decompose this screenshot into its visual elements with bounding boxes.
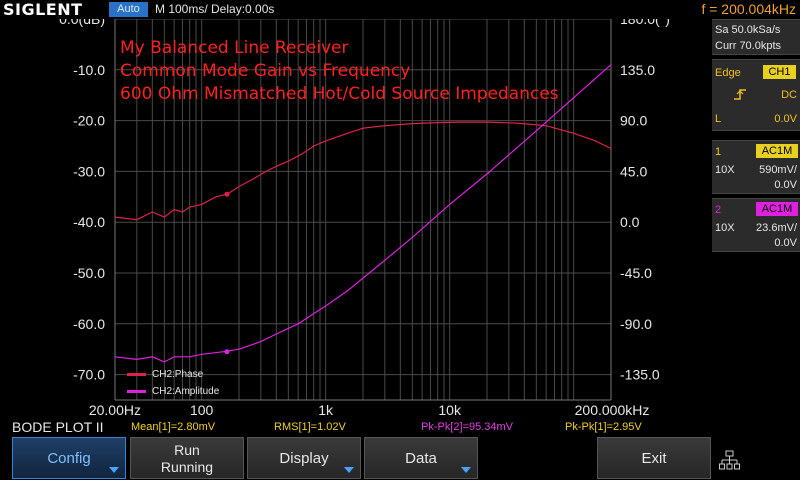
trigger-mode-badge[interactable]: Auto xyxy=(109,2,148,17)
ch1-scale: 590mV/ xyxy=(759,164,797,176)
measurement-status-row: BODE PLOT II Mean[1]=2.80mV RMS[1]=1.02V… xyxy=(0,419,800,436)
x-tick-label: 1k xyxy=(318,402,334,418)
plot-legend: CH2:Phase CH2:Amplitude xyxy=(127,369,220,397)
chevron-down-icon xyxy=(461,467,471,473)
config-label: Config xyxy=(47,450,91,467)
series-line xyxy=(114,121,612,221)
ch2-offset: 0.0V xyxy=(774,237,797,249)
legend-label: CH2:Phase xyxy=(152,369,204,380)
data-label: Data xyxy=(405,450,437,467)
ch1-coupling-badge: AC1M xyxy=(756,144,798,158)
exit-softkey[interactable]: Exit xyxy=(597,437,711,479)
plot-grid xyxy=(114,19,612,401)
legend-swatch xyxy=(127,373,146,376)
config-softkey[interactable]: Config xyxy=(12,437,126,479)
x-tick-label: 10k xyxy=(438,402,462,418)
top-bar: SIGLENT Auto M 100ms/ Delay:0.00s f = 20… xyxy=(0,0,800,19)
mean-measurement: Mean[1]=2.80mV xyxy=(131,421,216,433)
rms-measurement: RMS[1]=1.02V xyxy=(274,421,346,433)
timebase-readout: M 100ms/ Delay:0.00s xyxy=(155,2,275,16)
network-icon xyxy=(719,450,740,470)
left-tick-label: -60.0 xyxy=(73,316,105,332)
data-softkey[interactable]: Data xyxy=(364,437,478,479)
ch2-coupling-badge: AC1M xyxy=(756,202,798,216)
ch2-scale: 23.6mV/ xyxy=(756,222,797,234)
right-tick-label: -135.0 xyxy=(620,367,660,383)
frequency-readout: f = 200.004kHz xyxy=(701,1,796,17)
trigger-box[interactable]: Edge CH1 DC L 0.0V xyxy=(712,59,800,131)
display-label: Display xyxy=(279,450,329,467)
bode-plot: 0.0(dB) -10.0 -20.0 -30.0 -40.0 -50.0 -60.0 -70… xyxy=(59,19,670,418)
run-softkey[interactable]: Run Running xyxy=(130,437,244,479)
plot-title: My Balanced Line Receiver Common Mode Gai… xyxy=(120,38,559,104)
left-tick-label: -10.0 xyxy=(73,62,105,78)
pkpk-ch1-measurement: Pk-Pk[1]=2.95V xyxy=(565,421,642,433)
tick-labels: 0.0(dB) -10.0 -20.0 -30.0 -40.0 -50.0 -60.0 -70… xyxy=(59,19,670,418)
right-tick-label: -90.0 xyxy=(620,316,652,332)
channel-1-box[interactable]: 1 AC1M 10X 590mV/ 0.0V xyxy=(712,140,800,194)
left-tick-label: -30.0 xyxy=(73,163,105,179)
ch1-number: 1 xyxy=(715,146,722,158)
ch1-offset: 0.0V xyxy=(774,179,797,191)
right-tick-label: 0.0 xyxy=(620,214,640,230)
ch1-probe: 10X xyxy=(715,164,735,176)
trigger-type: Edge xyxy=(715,67,741,79)
right-tick-label: 90.0 xyxy=(620,113,647,129)
display-softkey[interactable]: Display xyxy=(247,437,361,479)
title-line: My Balanced Line Receiver xyxy=(120,38,349,58)
left-tick-label: -40.0 xyxy=(73,214,105,230)
amplitude-marker xyxy=(224,349,230,355)
running-label: Running xyxy=(160,459,214,475)
right-tick-label: -45.0 xyxy=(620,265,652,281)
left-tick-label: 0.0(dB) xyxy=(59,19,105,27)
x-tick-label: 100 xyxy=(190,402,214,418)
chevron-down-icon xyxy=(344,467,354,473)
title-line: 600 Ohm Mismatched Hot/Cold Source Imped… xyxy=(120,84,559,104)
memory-depth: Curr 70.0kpts xyxy=(715,40,782,52)
trigger-level-label: L xyxy=(715,113,722,125)
channel-2-box[interactable]: 2 AC1M 10X 23.6mV/ 0.0V xyxy=(712,198,800,252)
title-line: Common Mode Gain vs Frequency xyxy=(120,61,410,81)
pkpk-ch2-measurement: Pk-Pk[2]=95.34mV xyxy=(421,421,514,433)
right-tick-label: 180.0(°) xyxy=(620,19,670,27)
x-tick-label: 20.00Hz xyxy=(89,402,141,418)
acquisition-box: Sa 50.0kSa/s Curr 70.0kpts xyxy=(712,19,800,55)
x-tick-label: 200.000kHz xyxy=(575,402,650,418)
trigger-coupling: DC xyxy=(781,89,797,101)
ch2-number: 2 xyxy=(715,204,722,216)
bode-mode-label: BODE PLOT II xyxy=(12,419,104,435)
run-label: Run xyxy=(174,442,200,458)
right-tick-label: 135.0 xyxy=(620,62,655,78)
left-tick-label: -50.0 xyxy=(73,265,105,281)
rising-edge-icon xyxy=(734,89,746,100)
right-tick-label: 45.0 xyxy=(620,163,647,179)
legend-label: CH2:Amplitude xyxy=(152,386,220,397)
series-line xyxy=(114,64,612,363)
ch2-probe: 10X xyxy=(715,222,735,234)
sample-rate: Sa 50.0kSa/s xyxy=(715,24,781,36)
series-layer xyxy=(114,64,612,363)
left-tick-label: -70.0 xyxy=(73,367,105,383)
exit-label: Exit xyxy=(641,450,667,467)
trigger-source-badge: CH1 xyxy=(763,65,796,79)
left-tick-label: -20.0 xyxy=(73,113,105,129)
brand-logo: SIGLENT xyxy=(3,0,83,19)
phase-marker xyxy=(224,191,230,197)
chevron-down-icon xyxy=(109,467,119,473)
legend-swatch xyxy=(127,390,146,393)
right-info-panel: Sa 50.0kSa/s Curr 70.0kpts Edge CH1 DC L… xyxy=(712,19,800,419)
trigger-level: 0.0V xyxy=(774,113,797,125)
softkey-bar: Config Run Running Display Data Exit xyxy=(0,436,800,480)
